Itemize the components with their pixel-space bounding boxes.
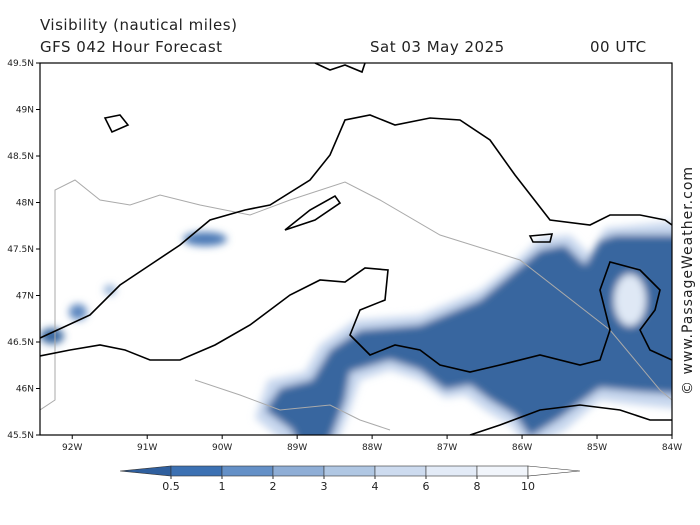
colorbar-label: 10 xyxy=(521,480,535,493)
title: Visibility (nautical miles) xyxy=(40,16,237,34)
colorbar-label: 8 xyxy=(474,480,481,493)
colorbar-bin xyxy=(374,465,427,477)
colorbar-bin xyxy=(272,465,325,477)
x-tick-label: 88W xyxy=(362,443,382,453)
date: Sat 03 May 2025 xyxy=(370,38,505,56)
x-tick-label: 87W xyxy=(437,443,457,453)
colorbar-bin xyxy=(323,465,376,477)
y-tick-label: 47N xyxy=(16,292,34,302)
y-tick-label: 46.5N xyxy=(7,338,34,348)
colorbar-label: 0.5 xyxy=(162,480,180,493)
colorbar-label: 3 xyxy=(321,480,328,493)
y-tick-label: 49N xyxy=(16,106,34,116)
credit: © www.PassageWeather.com xyxy=(680,166,696,395)
x-tick-label: 89W xyxy=(287,443,307,453)
axis-ticks: 92W 91W 90W 89W 88W 87W 86W 85W 84W 45.5N 46N 46.5N… xyxy=(7,59,682,453)
y-tick-label: 48.5N xyxy=(7,152,34,162)
colorbar-label: 2 xyxy=(270,480,277,493)
colorbar-label: 1 xyxy=(219,480,226,493)
colorbar-bin xyxy=(170,465,223,477)
colorbar-label: 6 xyxy=(423,480,430,493)
x-tick-label: 85W xyxy=(587,443,607,453)
model: GFS 042 Hour Forecast xyxy=(40,38,223,56)
y-tick-label: 45.5N xyxy=(7,431,34,441)
visibility-field xyxy=(40,221,672,435)
colorbar-bin xyxy=(425,465,478,477)
map-area xyxy=(40,63,672,435)
y-tick-label: 49.5N xyxy=(7,59,34,69)
colorbar-bin xyxy=(476,465,529,477)
y-tick-label: 47.5N xyxy=(7,245,34,255)
colorbar-low xyxy=(119,465,172,477)
x-tick-label: 91W xyxy=(137,443,157,453)
time: 00 UTC xyxy=(590,38,647,56)
x-tick-label: 84W xyxy=(662,443,682,453)
colorbar-high xyxy=(527,465,581,477)
x-tick-label: 90W xyxy=(212,443,232,453)
y-tick-label: 46N xyxy=(16,385,34,395)
x-tick-label: 86W xyxy=(512,443,532,453)
colorbar: 0.5 1 2 3 4 6 8 10 xyxy=(119,465,581,493)
colorbar-bin xyxy=(221,465,274,477)
colorbar-label: 4 xyxy=(372,480,379,493)
y-tick-label: 48N xyxy=(16,199,34,209)
x-tick-label: 92W xyxy=(62,443,82,453)
